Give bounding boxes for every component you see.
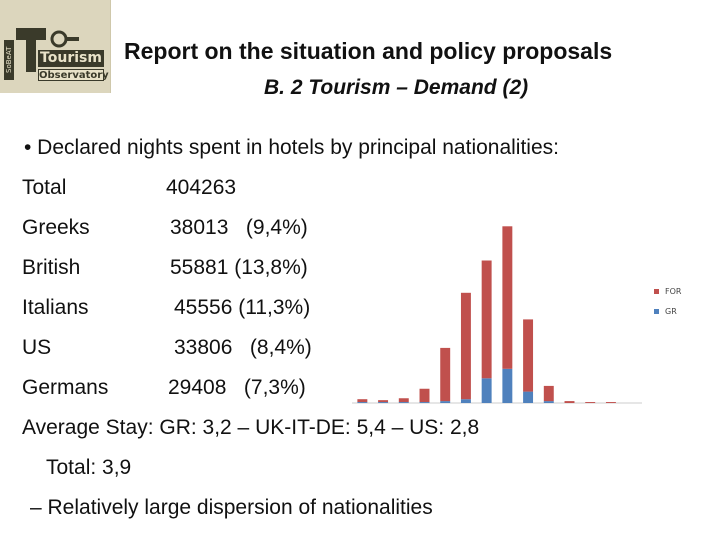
- bar-for-6: [460, 292, 471, 400]
- bullet-nights-spent: • Declared nights spent in hotels by pri…: [24, 136, 559, 159]
- legend-swatch-gr: [654, 309, 659, 314]
- bar-gr-2: [378, 402, 389, 403]
- bar-for-9: [523, 319, 534, 392]
- bar-for-13: [605, 402, 616, 403]
- row-label-british: British: [22, 256, 81, 279]
- row-label-greeks: Greeks: [22, 216, 90, 239]
- bar-gr-5: [440, 401, 451, 403]
- row-value-us: 33806 (8,4%): [174, 336, 312, 359]
- bar-gr-1: [357, 402, 368, 403]
- logo-word-tourism: Tourism: [38, 50, 104, 67]
- row-value-italians: 45556 (11,3%): [174, 296, 311, 319]
- nights-chart: FOR GR: [352, 226, 682, 404]
- row-label-italians: Italians: [22, 296, 89, 319]
- row-label-germans: Germans: [22, 376, 109, 399]
- row-label-us: US: [22, 336, 52, 359]
- logo-side-text: SoBeAT: [4, 40, 14, 80]
- logo-word-observatory: Observatory: [38, 69, 109, 81]
- bar-gr-10: [543, 401, 554, 403]
- page-subtitle: B. 2 Tourism – Demand (2): [264, 76, 529, 99]
- logo: SoBeAT Tourism Observatory: [0, 0, 111, 93]
- legend-label-for: FOR: [665, 287, 682, 296]
- row-value-british: 55881 (13,8%): [170, 256, 308, 279]
- row-value-germans: 29408 (7,3%): [168, 376, 306, 399]
- bar-gr-7: [481, 378, 492, 403]
- bar-for-12: [585, 402, 596, 403]
- bar-gr-9: [523, 391, 534, 403]
- bar-for-3: [398, 398, 409, 403]
- bar-gr-6: [460, 399, 471, 403]
- bar-gr-3: [398, 402, 409, 403]
- magnifier-icon: [50, 30, 80, 48]
- page-title: Report on the situation and policy propo…: [124, 38, 613, 64]
- bar-for-1: [357, 399, 368, 403]
- legend-swatch-for: [654, 289, 659, 294]
- dispersion-note: – Relatively large dispersion of nationa…: [30, 496, 433, 519]
- average-stay: Average Stay: GR: 3,2 – UK-IT-DE: 5,4 – …: [22, 416, 480, 439]
- bar-for-10: [543, 385, 554, 402]
- bar-for-4: [419, 388, 430, 403]
- bar-for-8: [502, 226, 513, 369]
- bar-gr-8: [502, 368, 513, 403]
- row-label-total: Total: [22, 176, 67, 199]
- legend-label-gr: GR: [665, 307, 677, 316]
- total-stay: Total: 3,9: [46, 456, 132, 479]
- bar-for-11: [564, 401, 575, 403]
- bar-for-2: [378, 400, 389, 403]
- bar-for-5: [440, 347, 451, 402]
- row-value-total: 404263: [166, 176, 237, 199]
- logo-t-letter: [16, 28, 46, 72]
- row-value-greeks: 38013 (9,4%): [170, 216, 308, 239]
- bar-gr-4: [419, 402, 430, 403]
- bar-for-7: [481, 260, 492, 379]
